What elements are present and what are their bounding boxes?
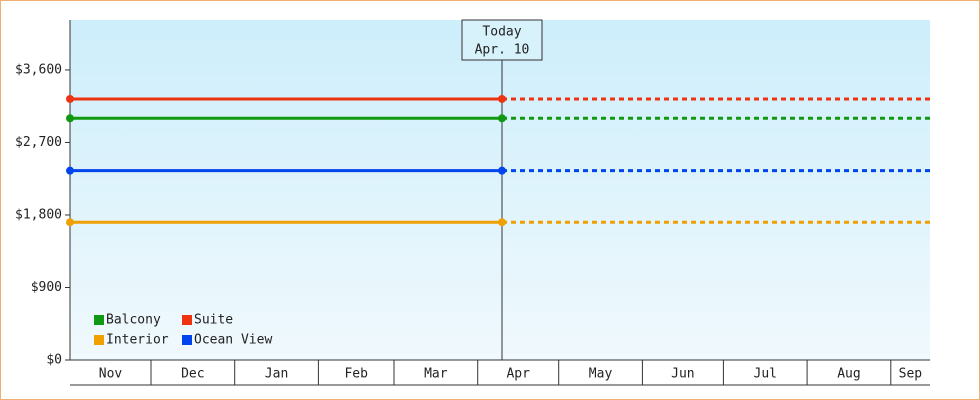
x-tick-label: Dec bbox=[181, 367, 204, 382]
legend-label: Interior bbox=[106, 333, 169, 348]
x-tick-label: Mar bbox=[424, 367, 448, 382]
x-tick-label: Aug bbox=[837, 367, 860, 382]
x-tick-label: Jun bbox=[671, 367, 694, 382]
y-tick-label: $0 bbox=[46, 353, 62, 368]
legend-label: Balcony bbox=[106, 313, 161, 328]
y-tick-label: $2,700 bbox=[15, 135, 62, 150]
x-tick-label: Jan bbox=[265, 367, 288, 382]
legend-label: Ocean View bbox=[194, 333, 272, 348]
point bbox=[498, 218, 506, 227]
legend-swatch bbox=[94, 315, 104, 325]
x-tick-label: Jul bbox=[754, 367, 777, 382]
y-tick-label: $900 bbox=[31, 280, 62, 295]
today-box bbox=[461, 19, 543, 61]
y-tick-label: $1,800 bbox=[15, 207, 62, 222]
point bbox=[498, 166, 506, 175]
y-tick-label: $3,600 bbox=[15, 62, 62, 77]
point bbox=[66, 114, 74, 123]
x-tick-label: Feb bbox=[344, 367, 368, 382]
x-tick-label: Apr bbox=[506, 367, 530, 382]
point bbox=[66, 94, 74, 103]
x-tick-label: Sep bbox=[899, 367, 923, 382]
legend-swatch bbox=[182, 335, 192, 345]
legend-swatch bbox=[182, 315, 192, 325]
today-title: Today bbox=[482, 25, 521, 40]
x-tick-label: Nov bbox=[99, 367, 123, 382]
x-tick-label: May bbox=[589, 367, 613, 382]
legend-label: Suite bbox=[194, 313, 233, 328]
point bbox=[498, 94, 506, 103]
point bbox=[66, 218, 74, 227]
point bbox=[66, 166, 74, 175]
today-label: Apr. 10 bbox=[475, 43, 530, 58]
point bbox=[498, 114, 506, 123]
plot-area bbox=[70, 20, 930, 360]
legend-swatch bbox=[94, 335, 104, 345]
